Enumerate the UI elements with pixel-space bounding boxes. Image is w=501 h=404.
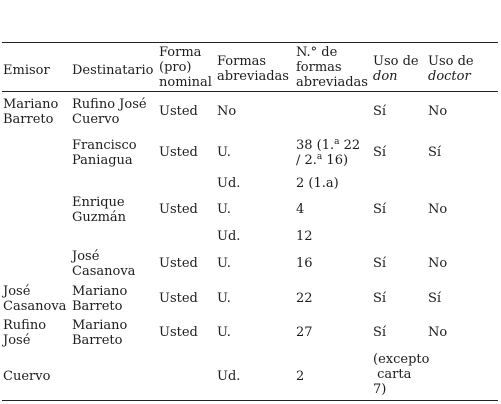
cell-emisor: Cuervo bbox=[3, 369, 51, 384]
cell-don: Sí bbox=[373, 104, 387, 119]
cell-forma: Usted bbox=[159, 325, 198, 340]
cell-abrev: Ud. bbox=[217, 176, 241, 191]
cell-abrev: U. bbox=[217, 256, 231, 271]
cell-numero: 2 bbox=[296, 369, 305, 384]
header-emisor: Emisor bbox=[3, 63, 50, 78]
header-forma: Forma (pro) nominal bbox=[159, 45, 212, 90]
cell-destinatario: Rufino José Cuervo bbox=[72, 97, 147, 127]
cell-don: Sí bbox=[373, 325, 387, 340]
cell-destinatario: Enrique Guzmán bbox=[72, 195, 127, 225]
cell-forma: Usted bbox=[159, 256, 198, 271]
cell-emisor: Rufino José bbox=[3, 318, 47, 348]
cell-numero: 2 (1.a) bbox=[296, 176, 339, 191]
cell-numero: 38 (1.a 22 / 2.a 16) bbox=[296, 137, 361, 169]
cell-forma: Usted bbox=[159, 202, 198, 217]
cell-emisor: Mariano Barreto bbox=[3, 97, 59, 127]
cell-numero: 22 bbox=[296, 291, 313, 306]
cell-destinatario: Mariano Barreto bbox=[72, 284, 128, 314]
cell-abrev: U. bbox=[217, 325, 231, 340]
cell-abrev: Ud. bbox=[217, 369, 241, 384]
cell-doctor: Sí bbox=[428, 145, 442, 160]
cell-doctor: No bbox=[428, 104, 448, 119]
cell-doctor: Sí bbox=[428, 291, 442, 306]
header-numero: N.° de formas abreviadas bbox=[296, 45, 368, 90]
cell-don: (excepto carta 7) bbox=[373, 352, 430, 397]
cell-don: Sí bbox=[373, 145, 387, 160]
cell-abrev: U. bbox=[217, 291, 231, 306]
cell-forma: Usted bbox=[159, 104, 198, 119]
header-uso-doctor: Uso de doctor bbox=[428, 54, 474, 84]
cell-doctor: No bbox=[428, 256, 448, 271]
cell-doctor: No bbox=[428, 325, 448, 340]
rule-bottom bbox=[2, 400, 498, 401]
cell-numero: 12 bbox=[296, 229, 313, 244]
cell-numero: 16 bbox=[296, 256, 313, 271]
cell-abrev: No bbox=[217, 104, 237, 119]
cell-abrev: U. bbox=[217, 145, 231, 160]
header-destinatario: Destinatario bbox=[72, 63, 154, 78]
cell-abrev: Ud. bbox=[217, 229, 241, 244]
cell-forma: Usted bbox=[159, 145, 198, 160]
header-formas-abreviadas: Formas abreviadas bbox=[217, 54, 289, 84]
cell-numero: 27 bbox=[296, 325, 313, 340]
cell-doctor: No bbox=[428, 202, 448, 217]
cell-numero: 4 bbox=[296, 202, 305, 217]
cell-don: Sí bbox=[373, 256, 387, 271]
rule-top bbox=[2, 42, 498, 43]
header-uso-don: Uso de don bbox=[373, 54, 419, 84]
cell-don: Sí bbox=[373, 202, 387, 217]
cell-destinatario: José Casanova bbox=[72, 249, 136, 279]
rule-header-bottom bbox=[2, 91, 498, 92]
cell-forma: Usted bbox=[159, 291, 198, 306]
cell-abrev: U. bbox=[217, 202, 231, 217]
cell-destinatario: Mariano Barreto bbox=[72, 318, 128, 348]
cell-emisor: José Casanova bbox=[3, 284, 67, 314]
cell-destinatario: Francisco Paniagua bbox=[72, 138, 137, 168]
cell-don: Sí bbox=[373, 291, 387, 306]
